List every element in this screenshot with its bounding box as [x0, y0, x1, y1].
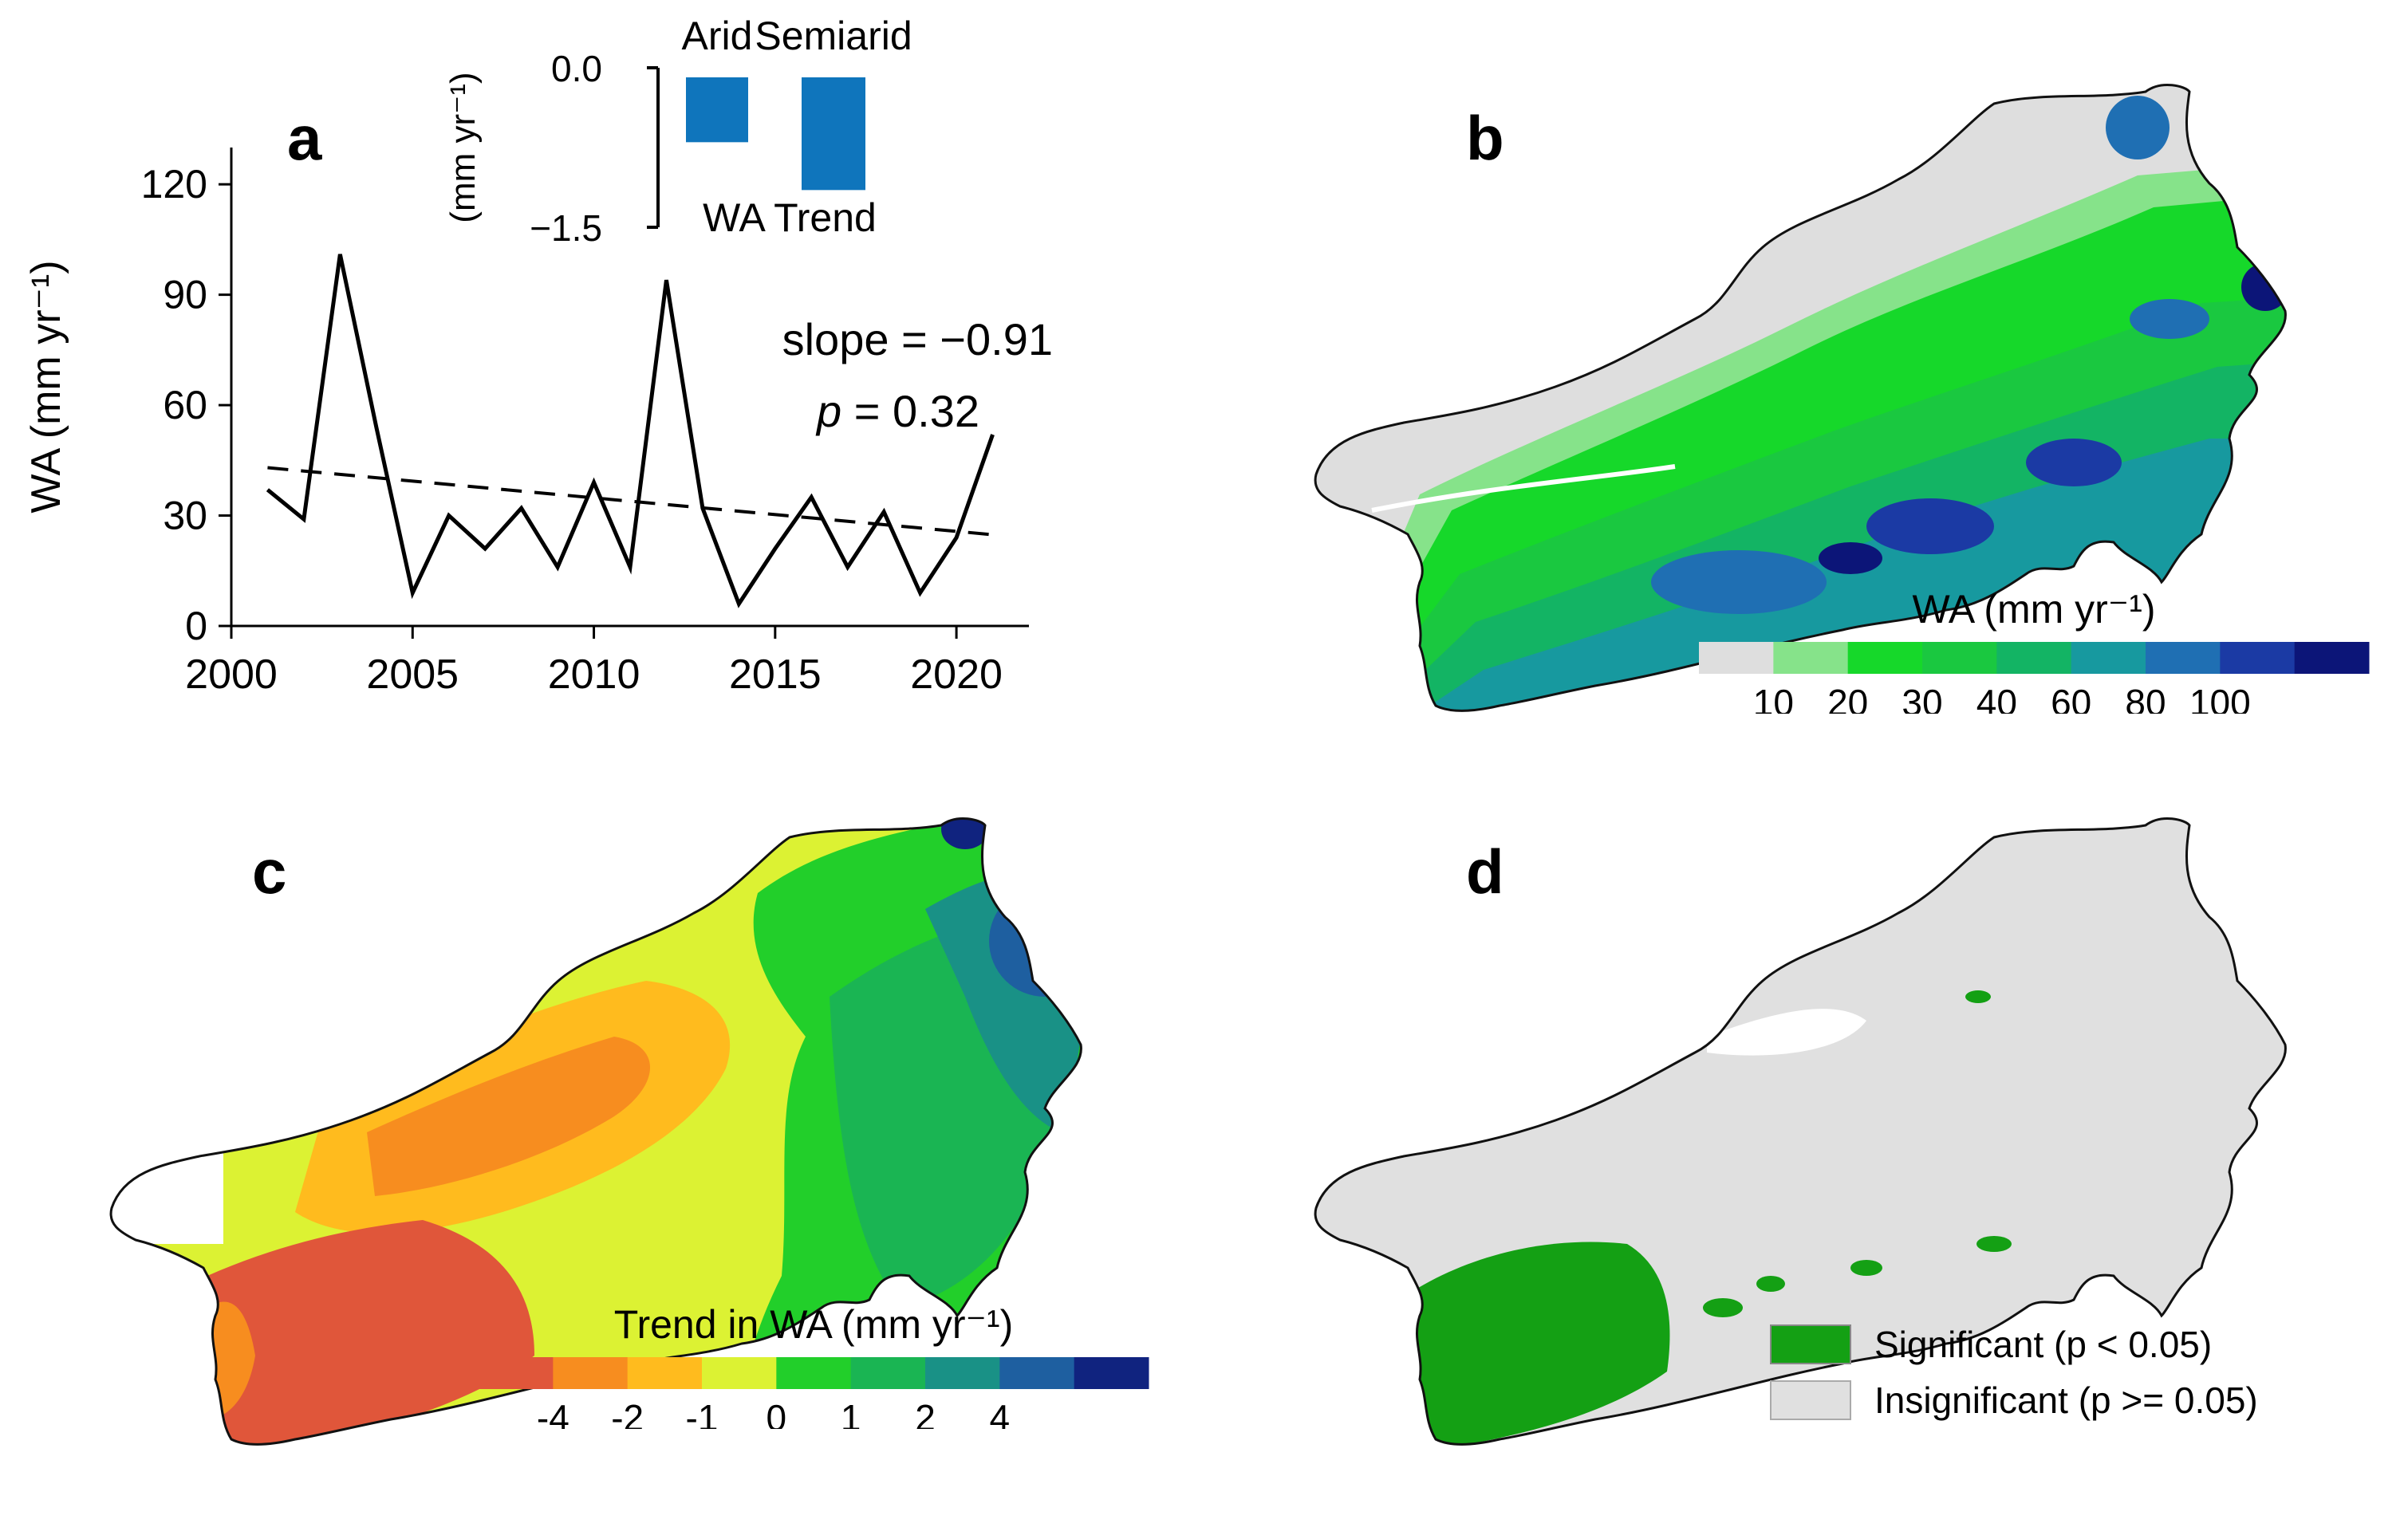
- legend-c-colorbar: -4 -2 -1 0 1 2 4: [479, 1357, 1149, 1429]
- colorbar-tick-label: -2: [611, 1397, 644, 1429]
- colorbar-tick-label: 80: [2125, 682, 2166, 714]
- colorbar-swatch: [553, 1357, 628, 1389]
- legend-b: WA (mm yr⁻¹) 10 20 30 40 60 80 100: [1691, 586, 2377, 714]
- inset-x-axis-label: WA Trend: [703, 195, 877, 240]
- legend-d: Significant (p < 0.05) Insignificant (p …: [1755, 1308, 2408, 1451]
- colorbar-tick-label: 100: [2189, 682, 2251, 714]
- x-tick-label: 2015: [729, 651, 822, 698]
- y-tick-label: 60: [163, 383, 207, 427]
- legend-d-significant-label: Significant (p < 0.05): [1874, 1324, 2212, 1365]
- colorbar-swatch: [2071, 642, 2146, 674]
- colorbar-swatch: [1922, 642, 1997, 674]
- y-tick-label: 90: [163, 273, 207, 317]
- colorbar-tick-label: 10: [1753, 682, 1794, 714]
- colorbar-swatch: [1074, 1357, 1149, 1389]
- legend-d-insignificant-label: Insignificant (p >= 0.05): [1874, 1379, 2258, 1421]
- legend-d-significant-swatch: [1771, 1325, 1850, 1364]
- colorbar-swatch: [999, 1357, 1074, 1389]
- inset-y-axis-label: (mm yr⁻¹): [443, 72, 483, 222]
- inset-category-label: Arid: [682, 14, 753, 58]
- colorbar-tick-label: 60: [2051, 682, 2091, 714]
- colorbar-swatch: [2295, 642, 2370, 674]
- colorbar-swatch: [1996, 642, 2071, 674]
- panel-a-label: a: [287, 102, 321, 175]
- colorbar-tick-label: 30: [1902, 682, 1942, 714]
- colorbar-swatch: [1773, 642, 1848, 674]
- y-tick-label: 30: [163, 494, 207, 538]
- colorbar-swatch: [925, 1357, 1000, 1389]
- colorbar-swatch: [851, 1357, 926, 1389]
- colorbar-swatch: [479, 1357, 554, 1389]
- colorbar-tick-label: -1: [686, 1397, 719, 1429]
- legend-c-title: Trend in WA (mm yr⁻¹): [614, 1302, 1013, 1347]
- inset-bar-arid: [686, 77, 748, 142]
- x-tick-label: 2020: [910, 651, 1003, 698]
- colorbar-swatch: [1848, 642, 1923, 674]
- colorbar-swatch: [2220, 642, 2295, 674]
- colorbar-swatch: [702, 1357, 777, 1389]
- y-axis-label: WA (mm yr⁻¹): [23, 260, 69, 513]
- colorbar-tick-label: 1: [841, 1397, 861, 1429]
- legend-b-title: WA (mm yr⁻¹): [1912, 587, 2155, 632]
- legend-b-colorbar: 10 20 30 40 60 80 100: [1699, 642, 2370, 714]
- x-tick-label: 2010: [548, 651, 640, 698]
- colorbar-tick-label: -4: [537, 1397, 569, 1429]
- trend-line: [267, 468, 992, 535]
- colorbar-swatch: [2146, 642, 2221, 674]
- inset-y-tick-label: 0.0: [551, 48, 602, 89]
- x-tick-label: 2000: [185, 651, 278, 698]
- legend-d-insignificant-swatch: [1771, 1381, 1850, 1419]
- p-value-annotation: p = 0.32: [815, 386, 979, 436]
- colorbar-tick-label: 20: [1827, 682, 1868, 714]
- inset-category-label: Semiarid: [755, 14, 912, 58]
- colorbar-tick-label: 40: [1976, 682, 2017, 714]
- slope-annotation: slope = −0.91: [782, 314, 1053, 364]
- colorbar-tick-label: 0: [767, 1397, 787, 1429]
- panel-a: 0 30 60 90 120 2000 2005 2010 2015 2020 WA (mm yr⁻…: [0, 0, 1117, 718]
- inset-bar-semiarid: [802, 77, 865, 190]
- x-tick-label: 2005: [366, 651, 459, 698]
- legend-c: Trend in WA (mm yr⁻¹) -4 -2 -1 0 1 2 4: [471, 1301, 1157, 1429]
- colorbar-tick-label: 2: [915, 1397, 936, 1429]
- y-tick-label: 120: [141, 162, 207, 207]
- colorbar-swatch: [628, 1357, 703, 1389]
- inset-y-tick-label: −1.5: [530, 207, 602, 249]
- colorbar-swatch: [1699, 642, 1774, 674]
- colorbar-swatch: [776, 1357, 851, 1389]
- y-tick-label: 0: [185, 604, 207, 648]
- colorbar-tick-label: 4: [990, 1397, 1011, 1429]
